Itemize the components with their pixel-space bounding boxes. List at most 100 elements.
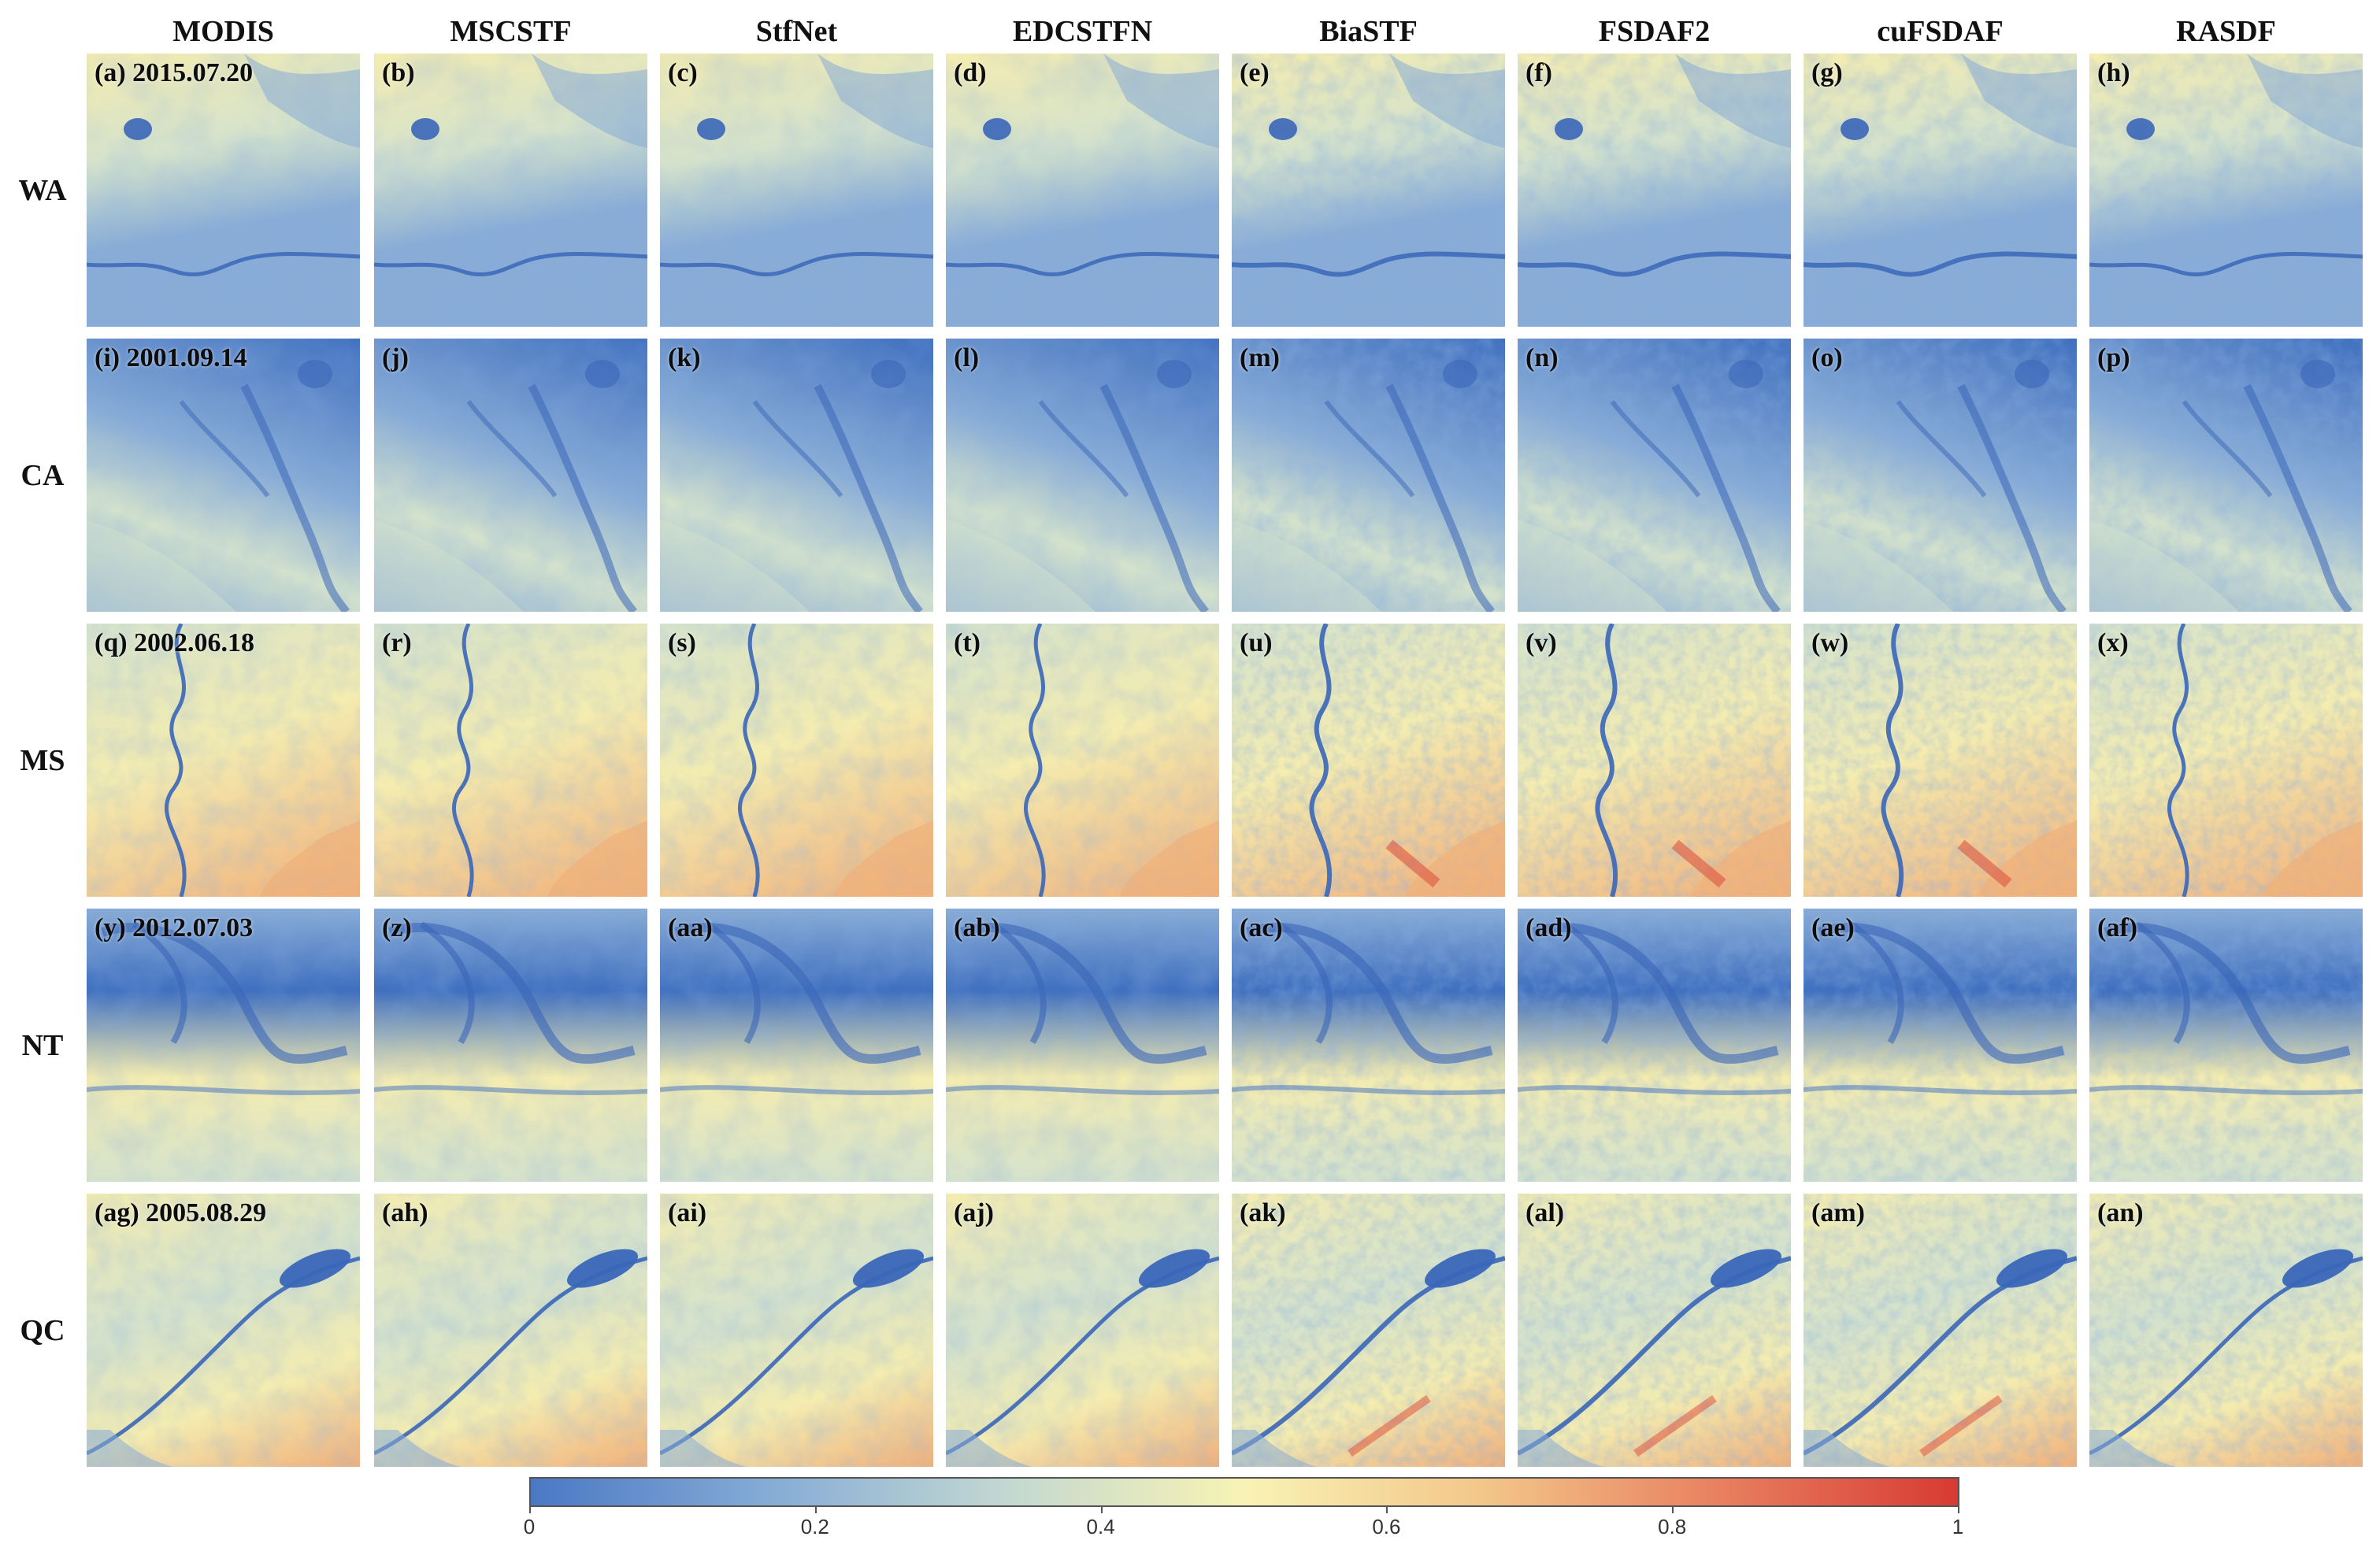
column-header: FSDAF2 [1598,15,1711,48]
satellite-image [374,909,647,1182]
panel-label: (am) [1811,1198,1865,1227]
satellite-image [2089,339,2363,612]
fusion-panel-ca-edcstfn: (l) [946,339,1219,612]
panel-label: (e) [1240,58,1270,87]
panel-label: (ag) 2005.08.29 [95,1198,267,1227]
panel-label: (ac) [1240,913,1283,942]
panel-label: (an) [2097,1198,2144,1227]
fusion-panel-qc-biastf: (ak) [1232,1194,1505,1467]
satellite-image [374,54,647,327]
fusion-panel-wa-fsdaf2: (f) [1518,54,1791,327]
panel-label: (ae) [1811,913,1855,942]
row-label: MS [20,743,65,777]
fusion-panel-ms-rasdf: (x) [2089,624,2363,897]
fusion-panel-wa-biastf: (e) [1232,54,1505,327]
satellite-image [946,624,1219,897]
column-header: BiaSTF [1319,15,1418,48]
satellite-image [1518,339,1791,612]
fusion-panel-wa-modis: (a) 2015.07.20 [87,54,360,327]
row-label: NT [21,1028,64,1062]
fusion-panel-wa-rasdf: (h) [2089,54,2363,327]
colorbar-tick [1958,1507,1959,1513]
panel-label: (p) [2097,343,2130,372]
fusion-panel-ca-cufsdaf: (o) [1804,339,2077,612]
fusion-panel-ca-biastf: (m) [1232,339,1505,612]
panel-label: (m) [1240,343,1280,372]
colorbar-tick-label: 0.6 [1372,1515,1401,1538]
fusion-panel-ms-stfnet: (s) [660,624,933,897]
fusion-panel-ms-biastf: (u) [1232,624,1505,897]
satellite-image [1232,624,1505,897]
panel-label: (y) 2012.07.03 [95,913,254,942]
column-header: MODIS [172,15,274,48]
satellite-image [660,54,933,327]
row-label: QC [20,1313,65,1347]
colorbar-tick [1386,1507,1388,1513]
fusion-panel-nt-modis: (y) 2012.07.03 [87,909,360,1182]
satellite-image [87,909,360,1182]
fusion-panel-nt-fsdaf2: (ad) [1518,909,1791,1182]
fusion-panel-nt-edcstfn: (ab) [946,909,1219,1182]
colorbar-tick-label: 0.4 [1086,1515,1115,1538]
panel-label: (k) [668,343,701,372]
fusion-panel-qc-modis: (ag) 2005.08.29 [87,1194,360,1467]
fusion-panel-qc-edcstfn: (aj) [946,1194,1219,1467]
satellite-image [946,339,1219,612]
panel-label: (s) [668,628,696,657]
fusion-panel-qc-stfnet: (ai) [660,1194,933,1467]
satellite-image [374,624,647,897]
satellite-image [660,624,933,897]
satellite-image [374,1194,647,1467]
satellite-image [87,1194,360,1467]
satellite-image [946,909,1219,1182]
satellite-image [374,339,647,612]
fusion-panel-wa-stfnet: (c) [660,54,933,327]
panel-label: (aa) [668,913,713,942]
panel-label: (h) [2097,58,2130,87]
panel-label: (v) [1525,628,1557,657]
satellite-image [1518,54,1791,327]
panel-label: (x) [2097,628,2129,657]
panel-label: (d) [954,58,987,87]
panel-label: (r) [382,628,412,657]
satellite-image [2089,54,2363,327]
panel-label: (f) [1525,58,1552,87]
fusion-panel-nt-rasdf: (af) [2089,909,2363,1182]
row-label: WA [18,173,67,207]
panel-label: (ad) [1525,913,1572,942]
satellite-image [87,54,360,327]
colorbar-tick-label: 0 [523,1515,536,1538]
panel-label: (b) [382,58,415,87]
panel-label: (c) [668,58,698,87]
fusion-panel-ms-edcstfn: (t) [946,624,1219,897]
satellite-image [1804,339,2077,612]
satellite-image [1804,624,2077,897]
column-header: EDCSTFN [1012,15,1153,48]
panel-label: (t) [954,628,981,657]
panel-label: (ah) [382,1198,428,1227]
fusion-panel-ca-modis: (i) 2001.09.14 [87,339,360,612]
satellite-image [2089,1194,2363,1467]
column-header: MSCSTF [450,15,572,48]
satellite-image [1804,1194,2077,1467]
panel-label: (l) [954,343,980,372]
satellite-image [1518,909,1791,1182]
panel-label: (j) [382,343,409,372]
column-header: cuFSDAF [1877,15,2004,48]
satellite-image [660,339,933,612]
colorbar-tick [1672,1507,1674,1513]
panel-label: (g) [1811,58,1843,87]
colorbar-tick-label: 1 [1952,1515,1964,1538]
satellite-image [1232,909,1505,1182]
satellite-image [2089,909,2363,1182]
satellite-image [946,1194,1219,1467]
satellite-image [660,909,933,1182]
row-label: CA [20,458,65,492]
panel-label: (ai) [668,1198,707,1227]
fusion-panel-qc-rasdf: (an) [2089,1194,2363,1467]
satellite-image [87,624,360,897]
fusion-panel-ms-mscstf: (r) [374,624,647,897]
panel-label: (af) [2097,913,2137,942]
satellite-image [1232,339,1505,612]
